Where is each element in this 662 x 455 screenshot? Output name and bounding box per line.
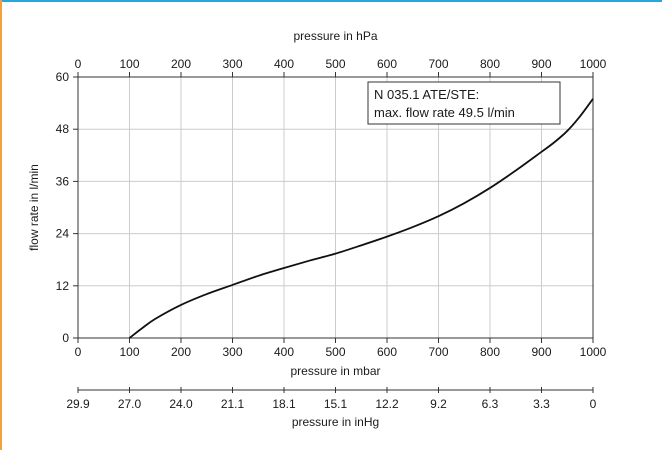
x-tick-label: 500	[325, 345, 345, 359]
x-tick-label: 200	[171, 345, 191, 359]
x-tick-label: 700	[428, 345, 448, 359]
inhg-tick-label: 12.2	[375, 397, 399, 411]
x-axis-title: pressure in mbar	[290, 364, 380, 378]
top-accent-border	[0, 0, 662, 2]
top-tick-label: 200	[171, 57, 191, 71]
x-tick-label: 400	[274, 345, 294, 359]
inhg-tick-label: 6.3	[482, 397, 499, 411]
y-tick-label: 0	[62, 331, 69, 345]
top-tick-label: 800	[480, 57, 500, 71]
x-tick-label: 800	[480, 345, 500, 359]
y-tick-label: 24	[56, 227, 70, 241]
x-tick-label: 100	[119, 345, 139, 359]
top-tick-label: 500	[325, 57, 345, 71]
top-tick-label: 100	[119, 57, 139, 71]
x-tick-label: 300	[222, 345, 242, 359]
inhg-tick-label: 0	[590, 397, 597, 411]
bottom-axis-title: pressure in inHg	[292, 415, 379, 429]
x-tick-label: 0	[75, 345, 82, 359]
x-tick-label: 600	[377, 345, 397, 359]
top-tick-label: 1000	[580, 57, 607, 71]
top-tick-label: 400	[274, 57, 294, 71]
y-tick-label: 36	[56, 174, 70, 188]
top-tick-label: 900	[531, 57, 551, 71]
y-axis-title: flow rate in l/min	[27, 164, 41, 251]
left-accent-border	[0, 0, 2, 450]
x-tick-label: 900	[531, 345, 551, 359]
inhg-tick-label: 21.1	[221, 397, 245, 411]
flow-rate-curve	[128, 98, 594, 339]
inhg-tick-label: 9.2	[430, 397, 447, 411]
inhg-tick-label: 24.0	[169, 397, 193, 411]
top-tick-label: 300	[222, 57, 242, 71]
top-tick-label: 600	[377, 57, 397, 71]
inhg-axis-ticks: 29.9 27.0 24.0 21.1 18.1 15.1 12.2 9.2 6.3 3.3 0	[66, 387, 597, 411]
inhg-tick-label: 27.0	[118, 397, 142, 411]
annotation-line-2: max. flow rate 49.5 l/min	[374, 105, 515, 120]
y-tick-label: 48	[56, 122, 70, 136]
axis-ticks	[73, 72, 594, 343]
inhg-tick-label: 18.1	[272, 397, 296, 411]
x-tick-label: 1000	[580, 345, 607, 359]
y-tick-label: 60	[56, 70, 70, 84]
annotation-line-1: N 035.1 ATE/STE:	[374, 87, 479, 102]
top-axis-title: pressure in hPa	[293, 29, 377, 43]
top-tick-label: 700	[428, 57, 448, 71]
inhg-tick-label: 3.3	[533, 397, 550, 411]
inhg-tick-label: 29.9	[66, 397, 90, 411]
y-tick-label: 12	[56, 279, 70, 293]
annotation-box: N 035.1 ATE/STE: max. flow rate 49.5 l/m…	[367, 81, 561, 125]
inhg-tick-label: 15.1	[324, 397, 348, 411]
top-tick-label: 0	[75, 57, 82, 71]
